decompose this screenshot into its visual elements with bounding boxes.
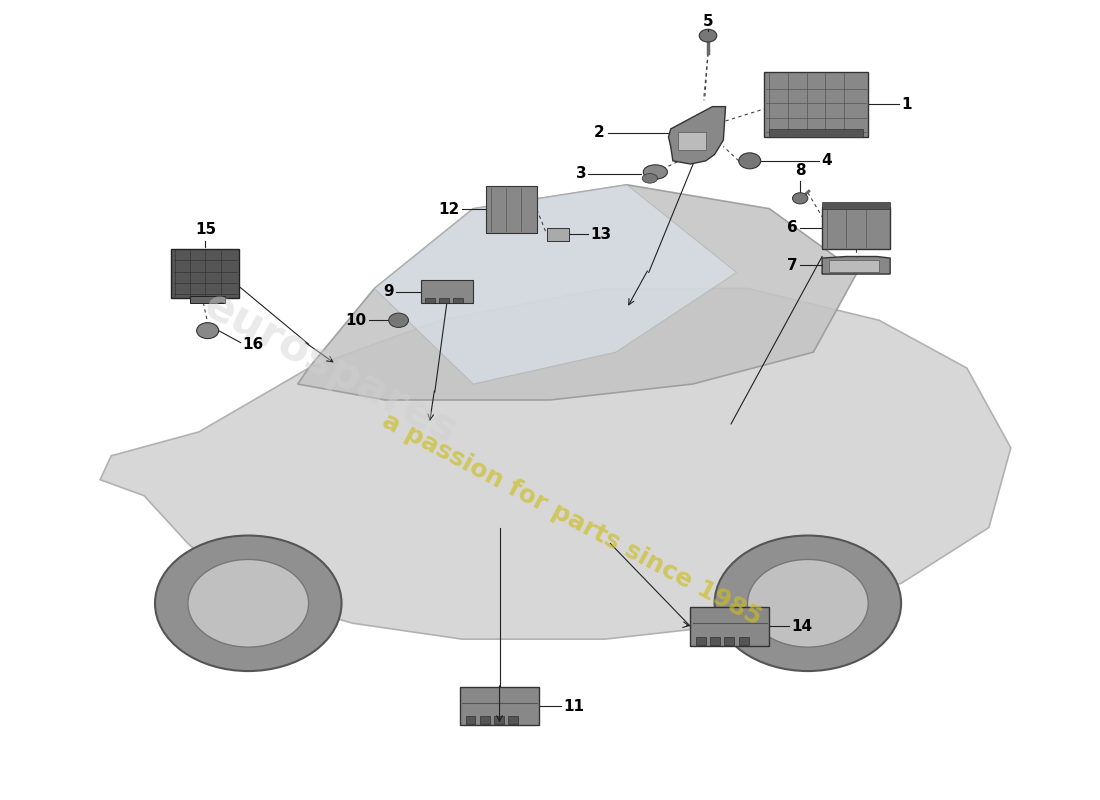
Circle shape [715,535,901,671]
Text: a passion for parts since 1985: a passion for parts since 1985 [378,409,766,630]
Text: 9: 9 [384,284,394,299]
Circle shape [188,559,309,647]
Bar [508,717,518,725]
Bar [696,637,706,645]
Bar [822,207,890,249]
Circle shape [197,322,219,338]
Text: 11: 11 [563,698,584,714]
Polygon shape [679,132,706,150]
Circle shape [748,559,868,647]
Bar [190,296,226,302]
Circle shape [155,535,341,671]
Polygon shape [828,261,879,272]
Text: 16: 16 [243,337,264,352]
Text: 3: 3 [575,166,586,181]
Bar [764,71,868,137]
Circle shape [792,193,807,204]
Bar [453,298,463,302]
Bar [425,298,435,302]
Bar [739,637,749,645]
Polygon shape [100,288,1011,639]
Bar [725,637,735,645]
Bar [465,717,475,725]
Text: 2: 2 [594,126,605,141]
Bar [486,186,537,233]
Ellipse shape [642,174,658,183]
Text: 10: 10 [345,313,366,328]
Text: 8: 8 [795,163,805,178]
Text: 14: 14 [791,619,813,634]
Bar [711,637,720,645]
Bar [420,281,473,302]
Polygon shape [298,185,857,400]
Text: 5: 5 [703,14,713,30]
Text: 13: 13 [591,226,612,242]
Polygon shape [374,185,737,384]
Bar [769,129,862,137]
Text: 1: 1 [901,97,912,112]
Ellipse shape [644,165,668,179]
Circle shape [388,313,408,327]
Text: 7: 7 [788,258,798,273]
Bar [460,687,539,726]
Bar [494,717,504,725]
Text: 12: 12 [439,202,460,217]
Circle shape [739,153,761,169]
Bar [480,717,490,725]
Text: eurospares: eurospares [196,283,465,453]
Bar [822,202,890,209]
Text: 6: 6 [788,220,798,235]
Text: 4: 4 [821,154,832,168]
Circle shape [700,30,717,42]
Bar [439,298,449,302]
Bar [691,607,769,646]
Polygon shape [822,257,890,274]
Polygon shape [669,106,726,164]
Bar [547,228,569,241]
Bar [172,249,240,298]
Text: 15: 15 [195,222,216,238]
